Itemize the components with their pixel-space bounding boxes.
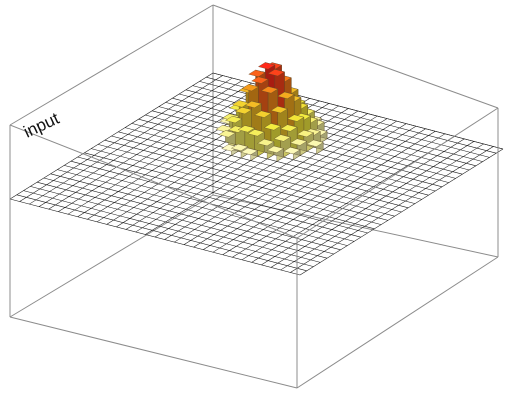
bar-face-top [247, 129, 265, 137]
bar-face-top [267, 69, 285, 77]
grid-line-row [290, 146, 494, 273]
bar-group [215, 62, 328, 162]
bar-face-top [257, 62, 276, 70]
grid-line-row [48, 82, 252, 210]
grid-line-row [212, 125, 417, 253]
bar-face-top [266, 145, 285, 153]
box-edge-top-back [212, 4, 499, 109]
bounding-box-front [9, 4, 499, 389]
grid-line-row [29, 77, 233, 205]
grid-line-row [299, 148, 504, 276]
box-edge-top-left [9, 4, 214, 126]
bar-face-top [283, 147, 301, 155]
grid-line-row [241, 133, 446, 261]
grid-line-row [183, 118, 388, 245]
grid-line-row [164, 113, 368, 240]
box-edge-bottom-left [9, 194, 214, 318]
grid-line-row [232, 131, 436, 258]
grid-line-row [19, 75, 223, 202]
box-edge-top-front [9, 124, 298, 239]
layer-label: input [21, 109, 63, 142]
bar [266, 145, 285, 162]
bar-face-top [254, 110, 272, 118]
bar-face-top [257, 138, 275, 147]
bar-face-top [270, 106, 288, 114]
grid-line-row [193, 120, 397, 248]
bar [263, 123, 282, 155]
bar-face-top [237, 125, 256, 133]
grid-line-row [174, 115, 378, 243]
bar-face-top [251, 76, 269, 84]
grid-line-row [9, 72, 214, 200]
bar-face-top [277, 91, 295, 99]
box-edge-bottom-back [212, 194, 499, 258]
grid-line-row [270, 141, 475, 268]
bar [289, 138, 308, 156]
grid-line-row [38, 80, 243, 207]
grid-line-row [203, 123, 407, 250]
grid-line-row [261, 138, 465, 266]
grid-line-row [280, 143, 484, 271]
bar [257, 138, 275, 160]
bar-face-top [296, 130, 314, 138]
bar-face-top [289, 138, 308, 146]
bar-face-top [306, 139, 324, 147]
bar-face-top [260, 86, 279, 94]
box-edge-bottom-front-left [9, 316, 298, 389]
box-edge-top-right [296, 107, 499, 239]
bar-face-top [263, 123, 282, 131]
grid-line-row [58, 85, 262, 212]
grid-line-row [222, 128, 426, 255]
bar-face-top [240, 147, 258, 155]
bar-face-top [286, 114, 305, 122]
bar [306, 139, 324, 155]
box-edge-bottom-front-right [296, 256, 499, 389]
bar-face-top [280, 124, 298, 132]
bar [240, 147, 258, 161]
bar [247, 129, 265, 157]
bar-face-top [244, 100, 262, 109]
bar [283, 147, 301, 161]
bounding-box-back [9, 5, 499, 318]
bar-face-top [230, 143, 249, 151]
bar-face-top [273, 134, 291, 142]
